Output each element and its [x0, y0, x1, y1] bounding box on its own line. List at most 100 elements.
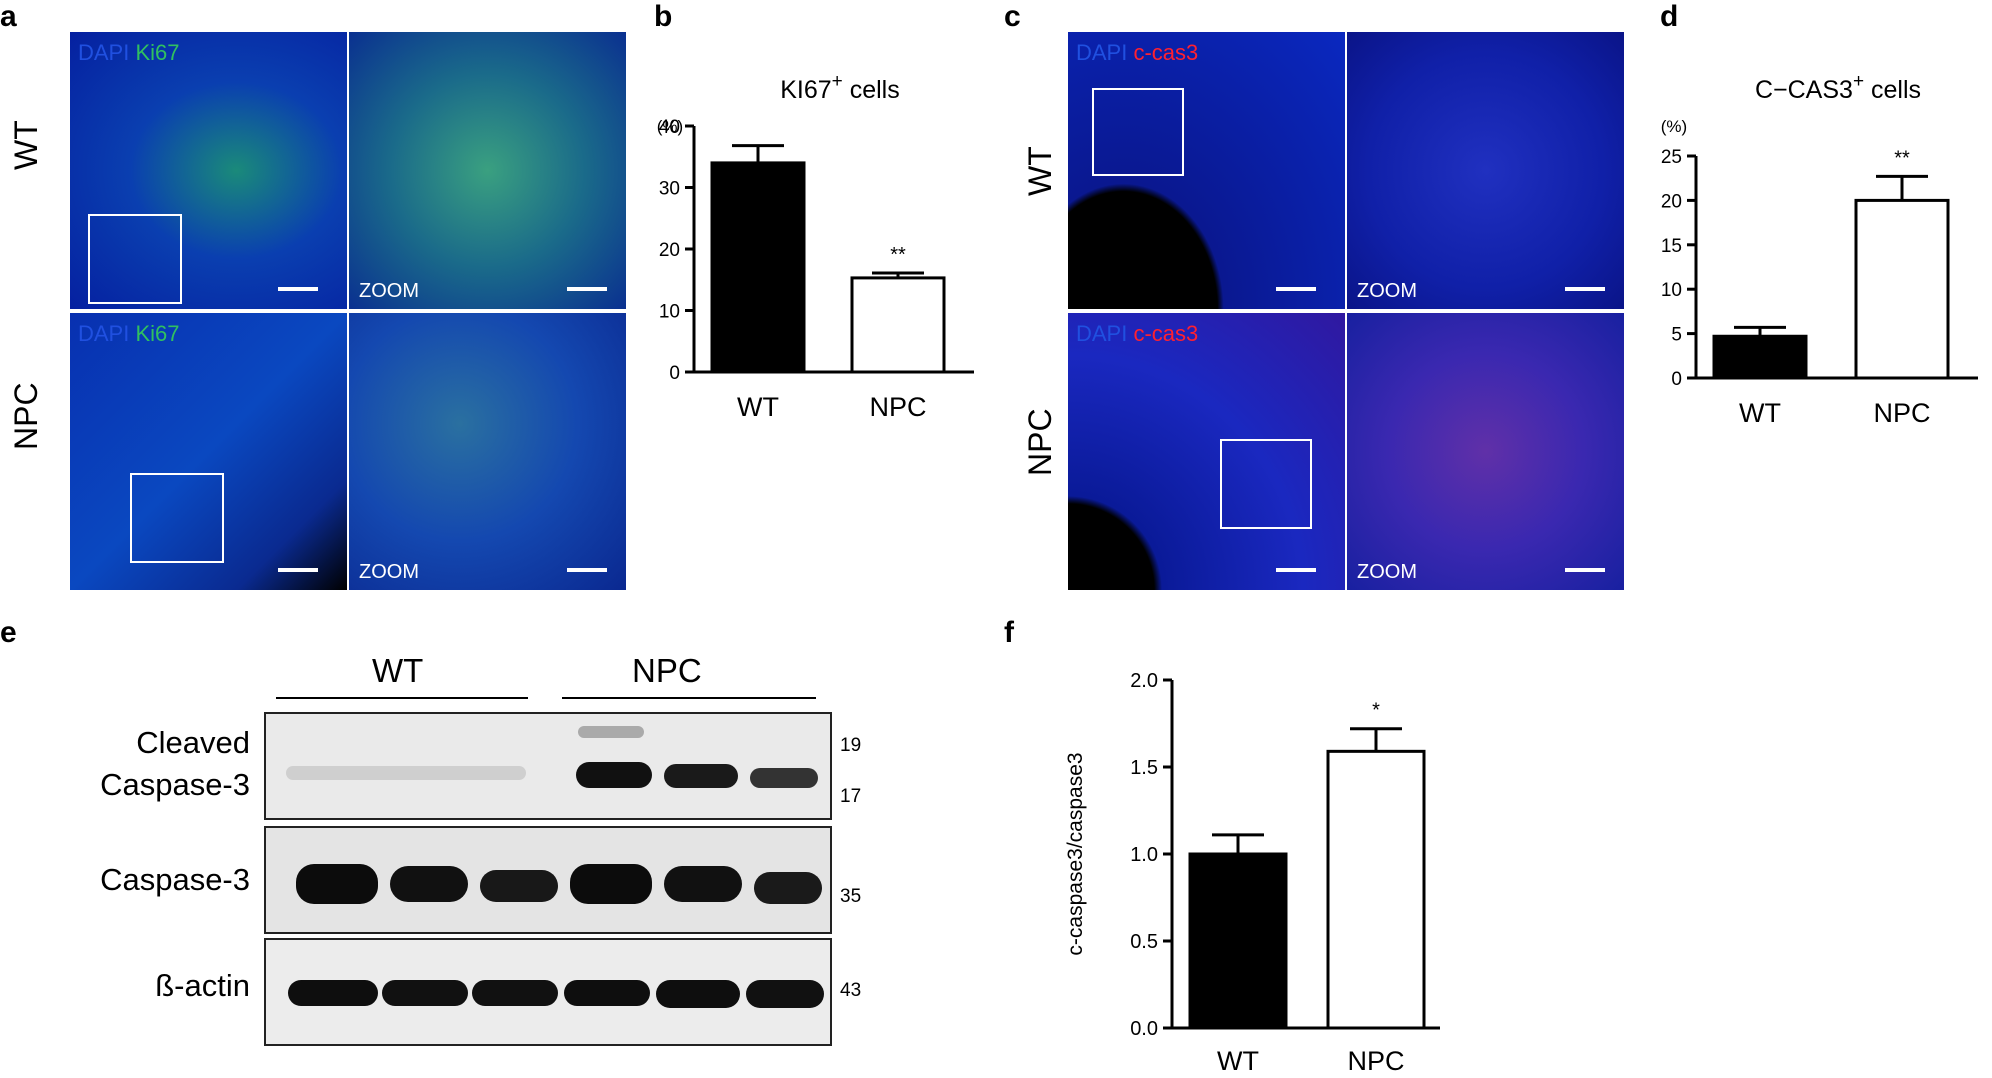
blot-caspase3 — [264, 826, 832, 934]
panel-letter-b: b — [654, 0, 673, 33]
band — [288, 980, 378, 1006]
chart-d: 0 5 10 15 20 25 WT NPC ** (%) C−CAS3+ cells — [1661, 71, 1978, 428]
mw-marker: 43 — [840, 980, 862, 1001]
y-tick-label: 0 — [1671, 369, 1682, 390]
significance-label: ** — [890, 244, 906, 266]
y-tick-label: 0.0 — [1130, 1018, 1158, 1040]
panel-letter-a: a — [0, 0, 17, 33]
scale-bar — [567, 287, 607, 291]
unit-label: (%) — [657, 117, 683, 136]
zoom-region-box — [1092, 88, 1184, 176]
chart-title: C−CAS3+ cells — [1755, 71, 1921, 104]
zoom-region-box — [1220, 439, 1312, 529]
mw-marker: 35 — [840, 886, 862, 907]
band — [472, 980, 558, 1006]
band — [390, 866, 468, 902]
y-tick-label: 1.5 — [1130, 757, 1158, 779]
group-line-npc — [562, 697, 816, 699]
y-tick-label: 15 — [1661, 236, 1682, 257]
mw-marker: 17 — [840, 786, 862, 807]
band — [754, 872, 822, 904]
band — [750, 768, 818, 788]
y-axis-label: c-caspase3/caspase3 — [1064, 752, 1087, 955]
bar-npc — [1854, 198, 1950, 380]
stain-label: DAPI Ki67 — [78, 321, 180, 346]
y-tick-label: 20 — [659, 240, 680, 261]
zoom-label: ZOOM — [1357, 280, 1417, 302]
micrograph-npc-ccas3: DAPI c-cas3 — [1068, 313, 1345, 590]
y-tick-label: 0.5 — [1130, 931, 1158, 953]
band — [382, 980, 468, 1006]
bar-wt — [1712, 334, 1808, 380]
band — [296, 864, 378, 904]
bar-npc — [1326, 749, 1426, 1030]
scale-bar — [1276, 568, 1316, 572]
scale-bar — [278, 568, 318, 572]
zoom-region-box — [88, 214, 182, 304]
zoom-label: ZOOM — [1357, 561, 1417, 583]
group-line-wt — [276, 697, 528, 699]
x-tick-label: NPC — [1873, 398, 1930, 428]
chart-title: KI67+ cells — [780, 71, 900, 104]
zoom-label: ZOOM — [359, 280, 419, 302]
band — [656, 980, 740, 1008]
stain-label: DAPI c-cas3 — [1076, 321, 1199, 346]
stain-label: DAPI Ki67 — [78, 40, 180, 65]
panel-letter-f: f — [1004, 616, 1014, 649]
band — [664, 764, 738, 788]
micrograph-wt-ccas3: DAPI c-cas3 — [1068, 32, 1345, 309]
scale-bar — [567, 568, 607, 572]
y-tick-label: 30 — [659, 179, 680, 200]
band — [578, 726, 644, 738]
blot-cleaved-caspase3 — [264, 712, 832, 820]
group-label-wt: WT — [372, 652, 424, 689]
micrograph-wt-ki67: DAPI Ki67 — [70, 32, 347, 309]
row-label-npc: NPC — [1022, 408, 1058, 476]
chart-f: 0.0 0.5 1.0 1.5 2.0 WT NPC * c-caspase3/caspase3 — [1064, 670, 1440, 1076]
y-tick-label: 5 — [1671, 325, 1682, 346]
band — [746, 980, 824, 1008]
zoom-region-box — [130, 473, 224, 563]
bar-wt — [710, 161, 806, 374]
row-label-npc: NPC — [8, 382, 44, 450]
chart-b: 0 10 20 30 40 WT NPC ** (%) KI67+ cells — [657, 71, 974, 422]
band — [576, 762, 652, 788]
y-tick-label: 25 — [1661, 147, 1682, 168]
micrograph-npc-ccas3-zoom: ZOOM — [1347, 313, 1624, 590]
micrograph-npc-ki67-zoom: ZOOM — [349, 313, 626, 590]
bar-npc — [850, 276, 946, 374]
panel-letter-c: c — [1004, 0, 1021, 33]
blot-beta-actin — [264, 938, 832, 1046]
panel-letter-e: e — [0, 616, 17, 649]
row-label-wt: WT — [8, 120, 44, 170]
band — [570, 864, 652, 904]
x-tick-label: NPC — [869, 392, 926, 422]
y-tick-label: 10 — [659, 302, 680, 323]
band — [480, 870, 558, 902]
micrograph-wt-ccas3-zoom: ZOOM — [1347, 32, 1624, 309]
x-tick-label: NPC — [1347, 1046, 1404, 1076]
row-label-wt: WT — [1022, 146, 1058, 196]
y-tick-label: 1.0 — [1130, 844, 1158, 866]
significance-label: ** — [1894, 147, 1910, 169]
significance-label: * — [1372, 700, 1380, 722]
x-tick-label: WT — [737, 392, 779, 422]
y-tick-label: 40 — [659, 117, 680, 138]
blot-label-beta-actin: ß-actin — [155, 968, 250, 1003]
y-tick-label: 20 — [1661, 191, 1682, 212]
panel-letter-d: d — [1660, 0, 1679, 33]
scale-bar — [1565, 568, 1605, 572]
stain-label: DAPI c-cas3 — [1076, 40, 1199, 65]
scale-bar — [278, 287, 318, 291]
band — [286, 766, 526, 780]
group-label-npc: NPC — [632, 652, 702, 689]
band — [664, 866, 742, 902]
x-tick-label: WT — [1739, 398, 1781, 428]
scale-bar — [1565, 287, 1605, 291]
unit-label: (%) — [1661, 117, 1687, 136]
zoom-label: ZOOM — [359, 561, 419, 583]
micrograph-wt-ki67-zoom: ZOOM — [349, 32, 626, 309]
y-tick-label: 2.0 — [1130, 670, 1158, 692]
scale-bar — [1276, 287, 1316, 291]
mw-marker: 19 — [840, 735, 862, 756]
